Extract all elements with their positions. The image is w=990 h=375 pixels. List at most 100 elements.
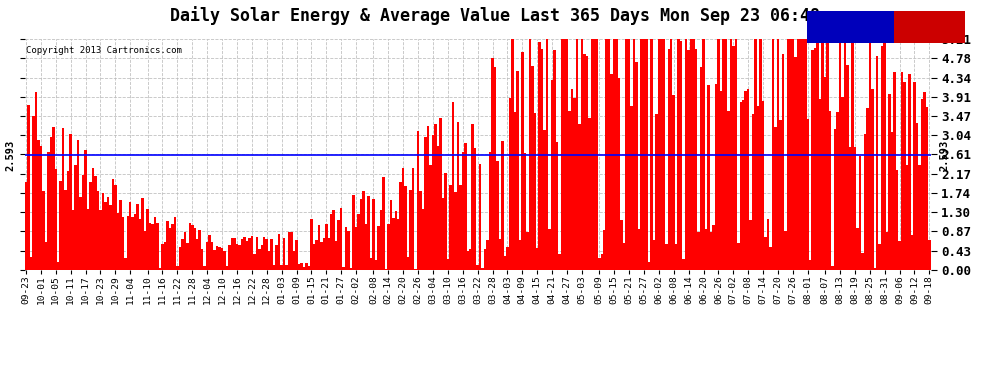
Bar: [466, 252, 469, 270]
Bar: [792, 39, 794, 270]
Bar: [906, 165, 908, 270]
Bar: [754, 39, 757, 270]
Bar: [211, 242, 214, 270]
Bar: [340, 208, 343, 270]
Bar: [54, 169, 57, 270]
Bar: [181, 240, 183, 270]
Bar: [397, 219, 400, 270]
Bar: [310, 219, 313, 270]
Bar: [84, 150, 87, 270]
Bar: [122, 217, 124, 270]
Bar: [631, 106, 633, 270]
Bar: [643, 39, 645, 270]
Bar: [489, 152, 491, 270]
Bar: [893, 72, 896, 270]
Bar: [777, 39, 779, 270]
Bar: [171, 224, 173, 270]
Text: Daily Solar Energy & Average Value Last 365 Days Mon Sep 23 06:48: Daily Solar Energy & Average Value Last …: [170, 6, 820, 25]
Bar: [891, 132, 893, 270]
Bar: [224, 251, 226, 270]
Bar: [415, 269, 417, 270]
Bar: [114, 185, 117, 270]
Bar: [861, 254, 863, 270]
Bar: [829, 111, 832, 270]
Bar: [359, 199, 362, 270]
Text: Copyright 2013 Cartronics.com: Copyright 2013 Cartronics.com: [26, 46, 181, 55]
Bar: [526, 232, 529, 270]
Bar: [839, 39, 842, 270]
Bar: [727, 111, 730, 270]
Bar: [364, 224, 367, 270]
Bar: [868, 39, 871, 270]
Bar: [469, 249, 471, 270]
Bar: [288, 231, 290, 270]
Bar: [99, 210, 102, 270]
Bar: [67, 171, 69, 270]
Bar: [191, 225, 193, 270]
Bar: [323, 238, 325, 270]
Bar: [690, 39, 692, 270]
Bar: [896, 170, 898, 270]
Bar: [749, 220, 752, 270]
Bar: [807, 119, 809, 270]
Bar: [417, 131, 420, 270]
Bar: [901, 72, 903, 270]
Bar: [504, 256, 506, 270]
Bar: [427, 126, 430, 270]
Bar: [40, 146, 43, 270]
Bar: [665, 244, 667, 270]
Bar: [888, 94, 891, 270]
Bar: [313, 244, 315, 270]
Bar: [379, 210, 382, 270]
Bar: [445, 172, 446, 270]
Bar: [596, 39, 598, 270]
Bar: [147, 209, 148, 270]
Bar: [799, 39, 802, 270]
Bar: [553, 50, 555, 270]
Bar: [333, 210, 335, 270]
Bar: [571, 89, 573, 270]
Bar: [255, 237, 258, 270]
Bar: [260, 244, 263, 270]
Bar: [560, 39, 563, 270]
Bar: [558, 255, 560, 270]
Bar: [479, 164, 481, 270]
Bar: [315, 240, 318, 270]
Bar: [529, 39, 531, 270]
Bar: [486, 240, 489, 270]
Bar: [846, 65, 848, 270]
Bar: [214, 251, 216, 270]
Bar: [442, 198, 445, 270]
Bar: [814, 48, 817, 270]
Bar: [124, 258, 127, 270]
Bar: [752, 114, 754, 270]
Bar: [720, 91, 722, 270]
Bar: [822, 39, 824, 270]
Bar: [451, 102, 454, 270]
Bar: [420, 191, 422, 270]
Bar: [794, 57, 797, 270]
Bar: [641, 39, 643, 270]
Bar: [456, 122, 459, 270]
Bar: [45, 242, 48, 270]
Bar: [62, 128, 64, 270]
Bar: [402, 168, 405, 270]
Bar: [144, 231, 147, 270]
Bar: [499, 239, 501, 270]
Bar: [618, 78, 621, 270]
Bar: [782, 54, 784, 270]
Bar: [593, 39, 596, 270]
Bar: [509, 98, 511, 270]
Bar: [873, 268, 876, 270]
Bar: [226, 266, 229, 270]
Bar: [454, 192, 456, 270]
Bar: [335, 241, 338, 270]
Bar: [295, 240, 298, 270]
Bar: [730, 39, 732, 270]
Bar: [633, 39, 636, 270]
Bar: [209, 236, 211, 270]
Bar: [92, 168, 94, 270]
Bar: [320, 242, 323, 270]
Bar: [69, 134, 72, 270]
Bar: [809, 260, 812, 270]
